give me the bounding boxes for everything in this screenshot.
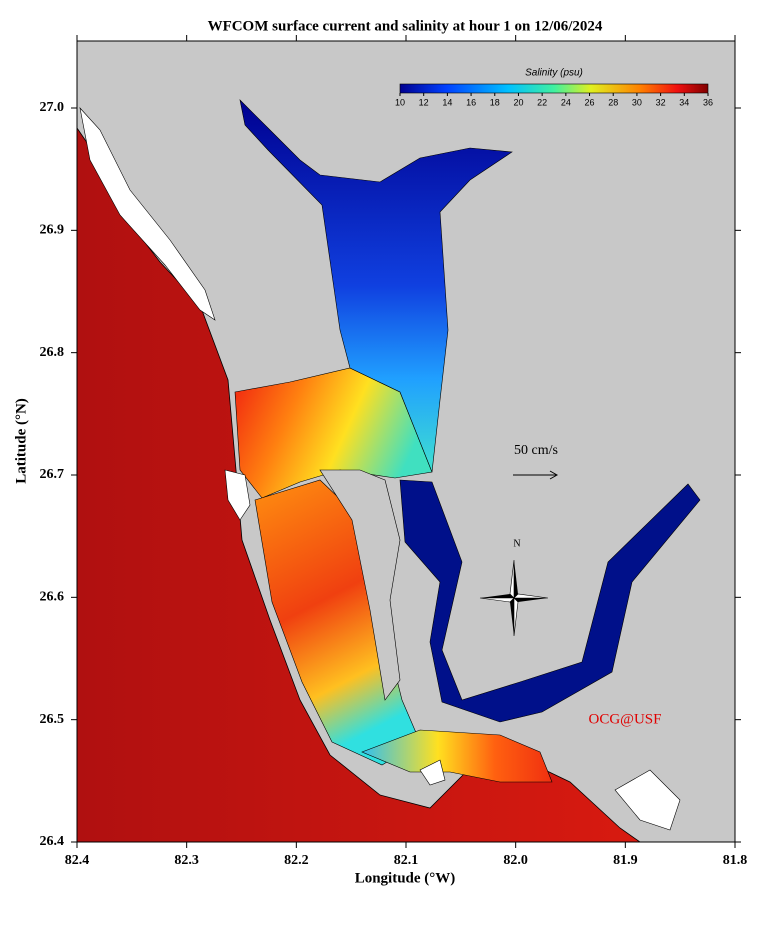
sand-island bbox=[614, 769, 681, 831]
colorbar-tick-label: 34 bbox=[679, 97, 689, 107]
y-tick-label: 26.5 bbox=[40, 712, 65, 727]
x-axis-label: Longitude (°W) bbox=[355, 870, 456, 886]
x-tick-label: 82.1 bbox=[394, 853, 419, 868]
x-tick-label: 82.2 bbox=[284, 853, 309, 868]
upper-harbor bbox=[239, 99, 513, 473]
y-tick-label: 27.0 bbox=[40, 100, 65, 115]
caloosahatchee bbox=[399, 479, 701, 723]
y-axis-label: Latitude (°N) bbox=[13, 398, 29, 484]
pine-island bbox=[319, 469, 401, 701]
colorbar-tick-label: 36 bbox=[703, 97, 713, 107]
colorbar-tick-label: 16 bbox=[466, 97, 476, 107]
colorbar-tick-label: 32 bbox=[656, 97, 666, 107]
colorbar-tick-label: 10 bbox=[395, 97, 405, 107]
scale-arrowhead bbox=[549, 470, 559, 480]
colorbar-tick-label: 14 bbox=[442, 97, 452, 107]
barrier-island bbox=[79, 107, 216, 321]
colorbar-label: Salinity (psu) bbox=[525, 68, 583, 79]
north-label: N bbox=[513, 538, 520, 549]
colorbar-tick-label: 24 bbox=[561, 97, 571, 107]
colorbar-tick-label: 30 bbox=[632, 97, 642, 107]
credit: OCG@USF bbox=[588, 711, 661, 727]
colorbar bbox=[399, 83, 709, 94]
gulf-sea bbox=[77, 127, 641, 842]
y-tick-label: 26.9 bbox=[40, 223, 65, 238]
x-tick-label: 82.0 bbox=[503, 853, 528, 868]
colorbar-tick-label: 18 bbox=[490, 97, 500, 107]
sand-island bbox=[419, 759, 446, 786]
colorbar-tick-label: 12 bbox=[419, 97, 429, 107]
x-tick-label: 81.9 bbox=[613, 853, 638, 868]
scale-label: 50 cm/s bbox=[514, 443, 558, 458]
sand-island bbox=[224, 469, 251, 521]
colorbar-tick-label: 20 bbox=[513, 97, 523, 107]
compass-rose bbox=[479, 559, 549, 637]
map-title: WFCOM surface current and salinity at ho… bbox=[208, 18, 603, 34]
colorbar-tick-label: 26 bbox=[585, 97, 595, 107]
y-tick-label: 26.4 bbox=[40, 834, 65, 849]
x-tick-label: 82.4 bbox=[65, 853, 90, 868]
map-area bbox=[77, 41, 735, 842]
colorbar-tick-label: 28 bbox=[608, 97, 618, 107]
y-tick-label: 26.7 bbox=[40, 467, 65, 482]
y-tick-label: 26.6 bbox=[40, 590, 65, 605]
harbor-mouth bbox=[234, 367, 433, 499]
y-tick-label: 26.8 bbox=[40, 345, 65, 360]
x-tick-label: 81.8 bbox=[723, 853, 748, 868]
x-tick-label: 82.3 bbox=[174, 853, 199, 868]
colorbar-tick-label: 22 bbox=[537, 97, 547, 107]
